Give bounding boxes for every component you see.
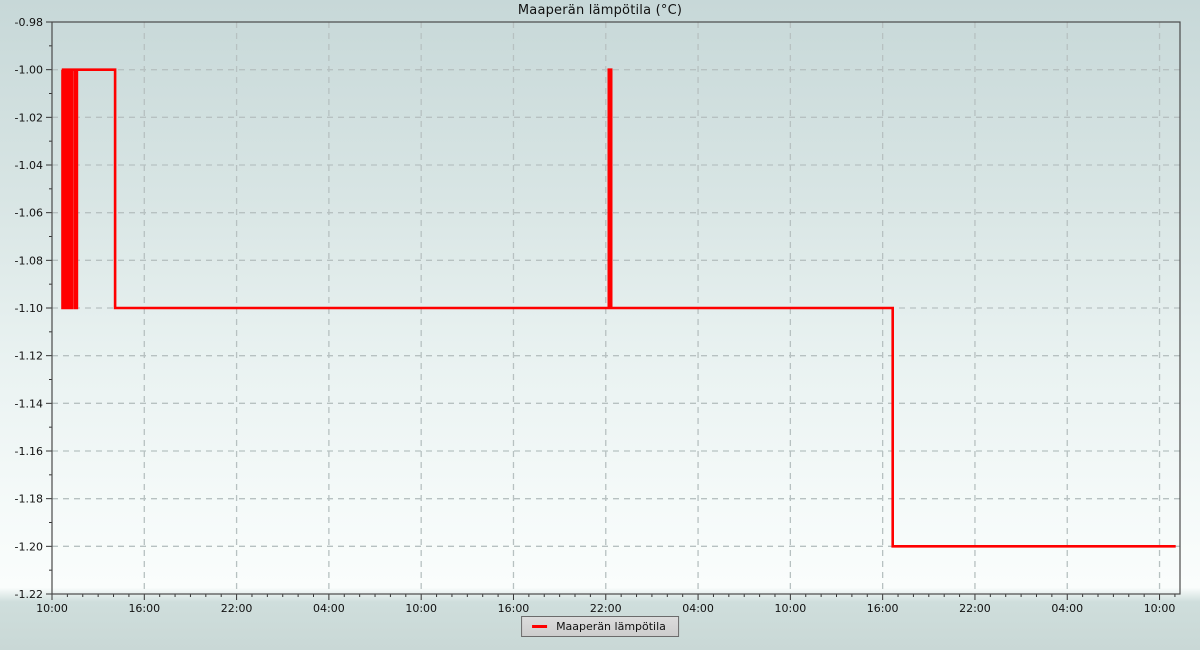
y-tick-label: -1.06: [15, 207, 43, 220]
x-tick-label: 04:00: [313, 602, 345, 615]
chart-title: Maaperän lämpötila (°C): [517, 3, 683, 18]
y-tick-label: -1.16: [15, 445, 43, 458]
y-tick-label: -0.98: [15, 16, 43, 29]
x-tick-label: 22:00: [221, 602, 253, 615]
x-tick-label: 10:00: [405, 602, 437, 615]
x-tick-label: 16:00: [498, 602, 530, 615]
y-tick-label: -1.02: [15, 111, 43, 124]
legend: Maaperän lämpötila: [521, 616, 679, 637]
legend-line-swatch: [532, 625, 548, 628]
x-tick-label: 04:00: [1051, 602, 1083, 615]
tick-labels: 10:00 16:00 22:00 04:00 10:00 16:00 22:00 04:00…: [15, 16, 1176, 615]
y-tick-label: -1.22: [15, 588, 43, 601]
y-tick-label: -1.12: [15, 350, 43, 363]
y-tick-label: -1.08: [15, 254, 43, 267]
y-tick-label: -1.14: [15, 397, 43, 410]
y-tick-label: -1.04: [15, 159, 43, 172]
y-tick-label: -1.18: [15, 493, 43, 506]
x-tick-label: 22:00: [959, 602, 991, 615]
x-tick-label: 04:00: [682, 602, 714, 615]
y-tick-label: -1.00: [15, 64, 43, 77]
y-tick-label: -1.20: [15, 540, 43, 553]
x-tick-label: 10:00: [1144, 602, 1176, 615]
y-tick-label: -1.10: [15, 302, 43, 315]
x-tick-label: 16:00: [128, 602, 160, 615]
legend-label: Maaperän lämpötila: [556, 620, 666, 633]
x-tick-label: 10:00: [36, 602, 68, 615]
x-tick-label: 22:00: [590, 602, 622, 615]
x-tick-label: 10:00: [775, 602, 807, 615]
x-tick-label: 16:00: [867, 602, 899, 615]
temperature-series-line: [61, 68, 1176, 548]
plot-border: [51, 21, 1181, 595]
